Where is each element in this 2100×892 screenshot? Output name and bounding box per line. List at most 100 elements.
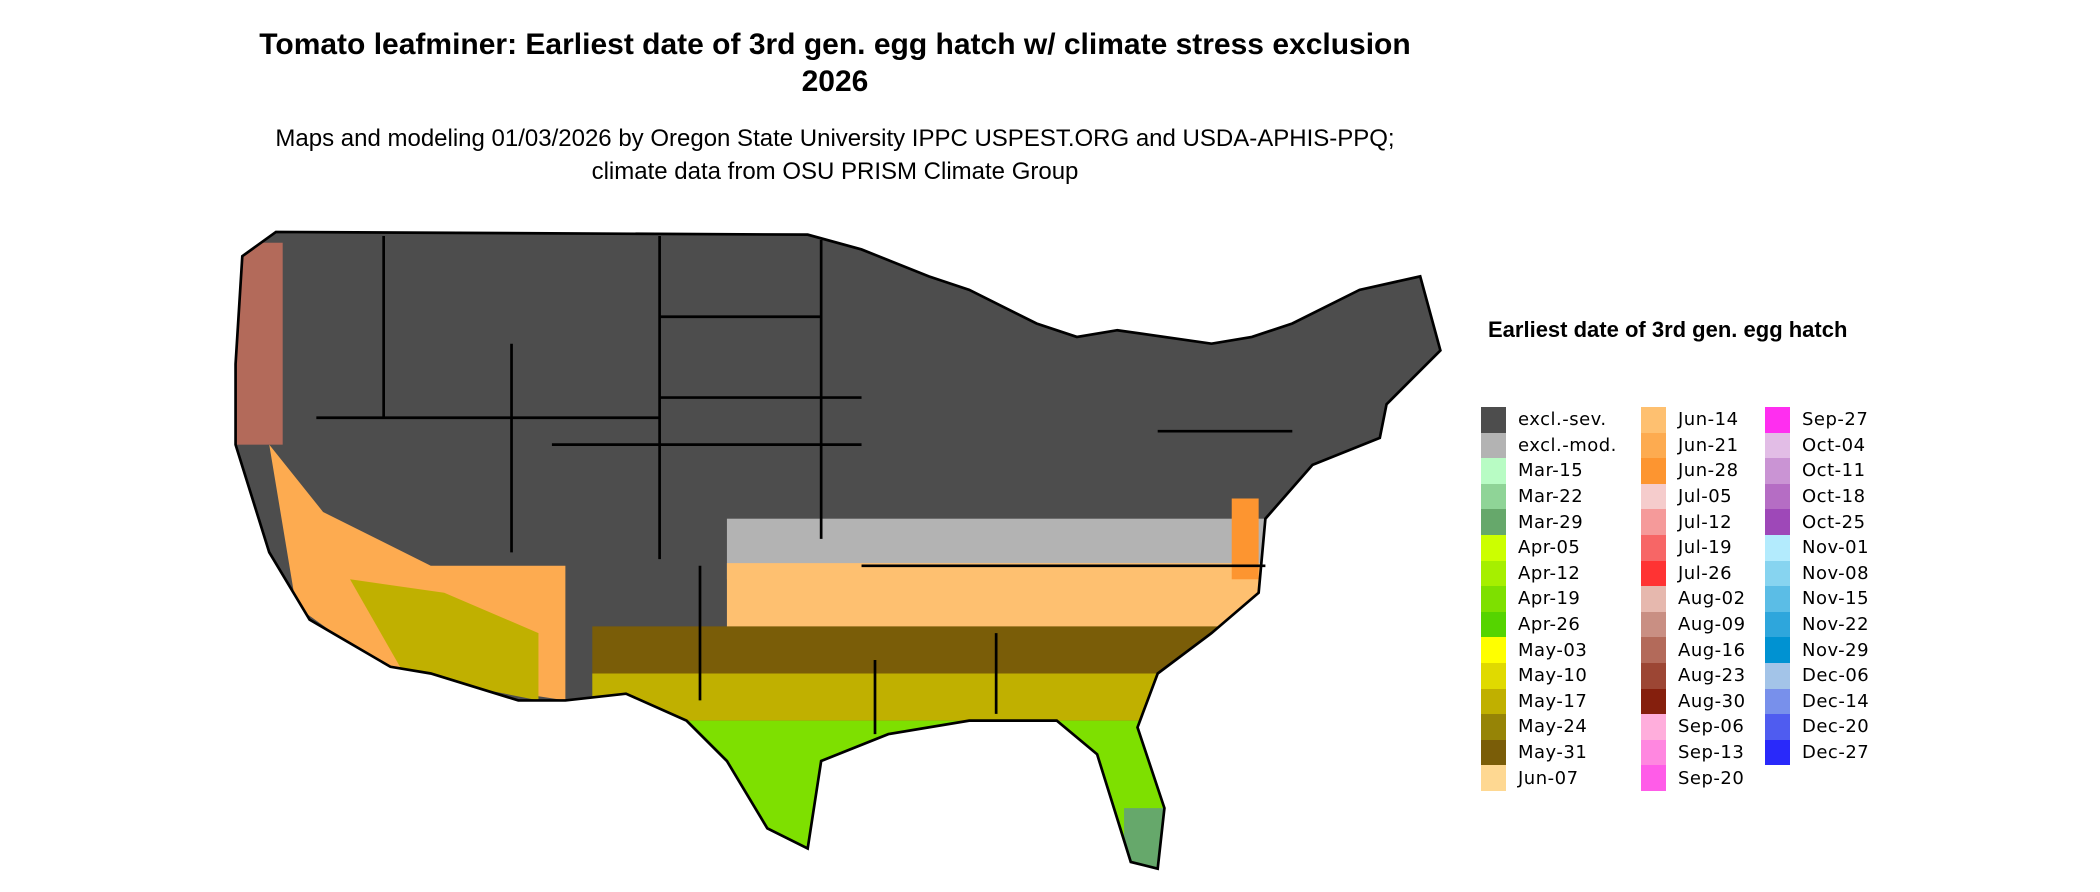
legend-swatch [1641, 739, 1666, 766]
legend-label: Apr-26 [1518, 614, 1581, 636]
legend-item: Jun-28 [1641, 458, 1746, 484]
legend-item: Oct-25 [1765, 509, 1869, 535]
legend-item: Nov-22 [1765, 611, 1870, 638]
legend-item: Nov-01 [1765, 534, 1870, 561]
legend-label: Sep-27 [1802, 409, 1869, 431]
legend-item: Jul-19 [1641, 534, 1746, 561]
legend-item: Aug-09 [1641, 611, 1746, 638]
legend-label: Jun-21 [1678, 434, 1739, 456]
legend-swatch [1765, 611, 1790, 638]
legend-item: Jun-21 [1641, 432, 1746, 459]
legend-item: Aug-16 [1641, 637, 1746, 663]
legend-label: May-24 [1518, 716, 1588, 738]
legend-swatch [1641, 765, 1666, 791]
legend-label: May-17 [1518, 690, 1588, 712]
legend-swatch [1765, 586, 1790, 612]
legend-label: Apr-12 [1518, 562, 1581, 584]
legend-swatch [1481, 662, 1506, 689]
legend-column: Sep-27 Oct-04 Oct-11 Oct-18 Oct-25 Nov-01 Nov-… [1765, 407, 1870, 766]
legend-swatch [1641, 432, 1666, 459]
legend-label: May-03 [1518, 639, 1588, 661]
legend-swatch [1641, 458, 1666, 484]
legend-swatch [1481, 637, 1506, 663]
legend-swatch [1481, 611, 1506, 638]
legend-item: Sep-27 [1765, 407, 1869, 433]
legend-label: Mar-29 [1518, 511, 1584, 533]
legend-item: excl.-mod. [1481, 432, 1617, 459]
legend-label: Dec-06 [1802, 665, 1870, 687]
legend-item: Dec-27 [1765, 739, 1870, 766]
legend-item: May-10 [1481, 662, 1617, 689]
legend-swatch [1765, 739, 1790, 766]
legend-item: Dec-14 [1765, 688, 1870, 715]
legend-swatch [1481, 688, 1506, 715]
legend-title: Earliest date of 3rd gen. egg hatch [1488, 317, 1848, 342]
legend-item: Jun-07 [1481, 765, 1617, 791]
legend-item: May-17 [1481, 688, 1617, 715]
zone-southwest-may [350, 579, 539, 701]
legend-item: Nov-08 [1765, 560, 1870, 587]
legend-label: May-10 [1518, 665, 1588, 687]
legend-swatch [1481, 458, 1506, 484]
legend-label: Sep-06 [1678, 716, 1745, 738]
legend-label: Jun-14 [1678, 409, 1739, 431]
legend-item: Jul-26 [1641, 560, 1746, 587]
legend-label: Sep-20 [1678, 767, 1745, 789]
legend-swatch [1765, 458, 1790, 484]
legend-item: Jul-05 [1641, 483, 1746, 510]
zone-may-mid [592, 673, 1293, 721]
legend-label: Nov-29 [1802, 639, 1870, 661]
legend-label: Nov-22 [1802, 614, 1870, 636]
legend-label: Oct-11 [1802, 460, 1866, 482]
legend-swatch [1641, 611, 1666, 638]
legend-swatch [1641, 407, 1666, 433]
legend-swatch [1481, 509, 1506, 535]
legend-label: excl.-sev. [1518, 409, 1607, 431]
legend-swatch [1641, 662, 1666, 689]
legend-label: Nov-15 [1802, 588, 1870, 610]
legend-swatch [1765, 509, 1790, 535]
legend-swatch [1481, 739, 1506, 766]
legend-item: Apr-05 [1481, 534, 1617, 561]
legend-item: excl.-sev. [1481, 407, 1617, 433]
legend-label: Oct-25 [1802, 511, 1866, 533]
legend-item: Nov-15 [1765, 586, 1869, 612]
legend-swatch [1481, 432, 1506, 459]
legend-item: Oct-04 [1765, 432, 1869, 459]
legend-label: Nov-08 [1802, 562, 1870, 584]
legend-item: Aug-23 [1641, 662, 1746, 689]
legend-item: Sep-13 [1641, 739, 1746, 766]
legend-label: Dec-27 [1802, 742, 1870, 764]
legend-label: Nov-01 [1802, 537, 1870, 559]
legend-item: Aug-30 [1641, 688, 1746, 715]
zone-florida-tip [1124, 808, 1172, 869]
legend-label: Oct-04 [1802, 434, 1866, 456]
legend-label: Aug-16 [1678, 639, 1746, 661]
legend-swatch [1641, 637, 1666, 663]
legend-label: Jul-12 [1678, 511, 1733, 533]
legend-label: Dec-14 [1802, 690, 1870, 712]
legend-item: Mar-29 [1481, 509, 1617, 535]
zone-west-coast [235, 242, 283, 445]
legend-column: excl.-sev. excl.-mod. Mar-15 Mar-22 Mar-29 Ap… [1481, 407, 1617, 791]
legend-label: Dec-20 [1802, 716, 1870, 738]
legend-label: Apr-05 [1518, 537, 1581, 559]
zone-may-late [592, 626, 1293, 681]
legend-swatch [1481, 483, 1506, 510]
legend-swatch [1765, 432, 1790, 459]
legend-swatch [1481, 407, 1506, 433]
legend-swatch [1641, 534, 1666, 561]
legend-swatch [1765, 662, 1790, 689]
legend-item: Oct-11 [1765, 458, 1869, 484]
legend-column: Jun-14 Jun-21 Jun-28 Jul-05 Jul-12 Jul-19 Jul-… [1641, 407, 1746, 791]
legend-item: May-03 [1481, 637, 1617, 663]
legend-swatch [1641, 714, 1666, 740]
legend-item: Nov-29 [1765, 637, 1869, 663]
legend-swatch [1481, 765, 1506, 791]
legend-label: Aug-30 [1678, 690, 1746, 712]
legend-label: Aug-23 [1678, 665, 1746, 687]
legend-item: Mar-15 [1481, 458, 1617, 484]
legend-item: May-24 [1481, 714, 1617, 740]
legend-item: Sep-20 [1641, 765, 1746, 791]
legend-item: Apr-19 [1481, 586, 1617, 612]
